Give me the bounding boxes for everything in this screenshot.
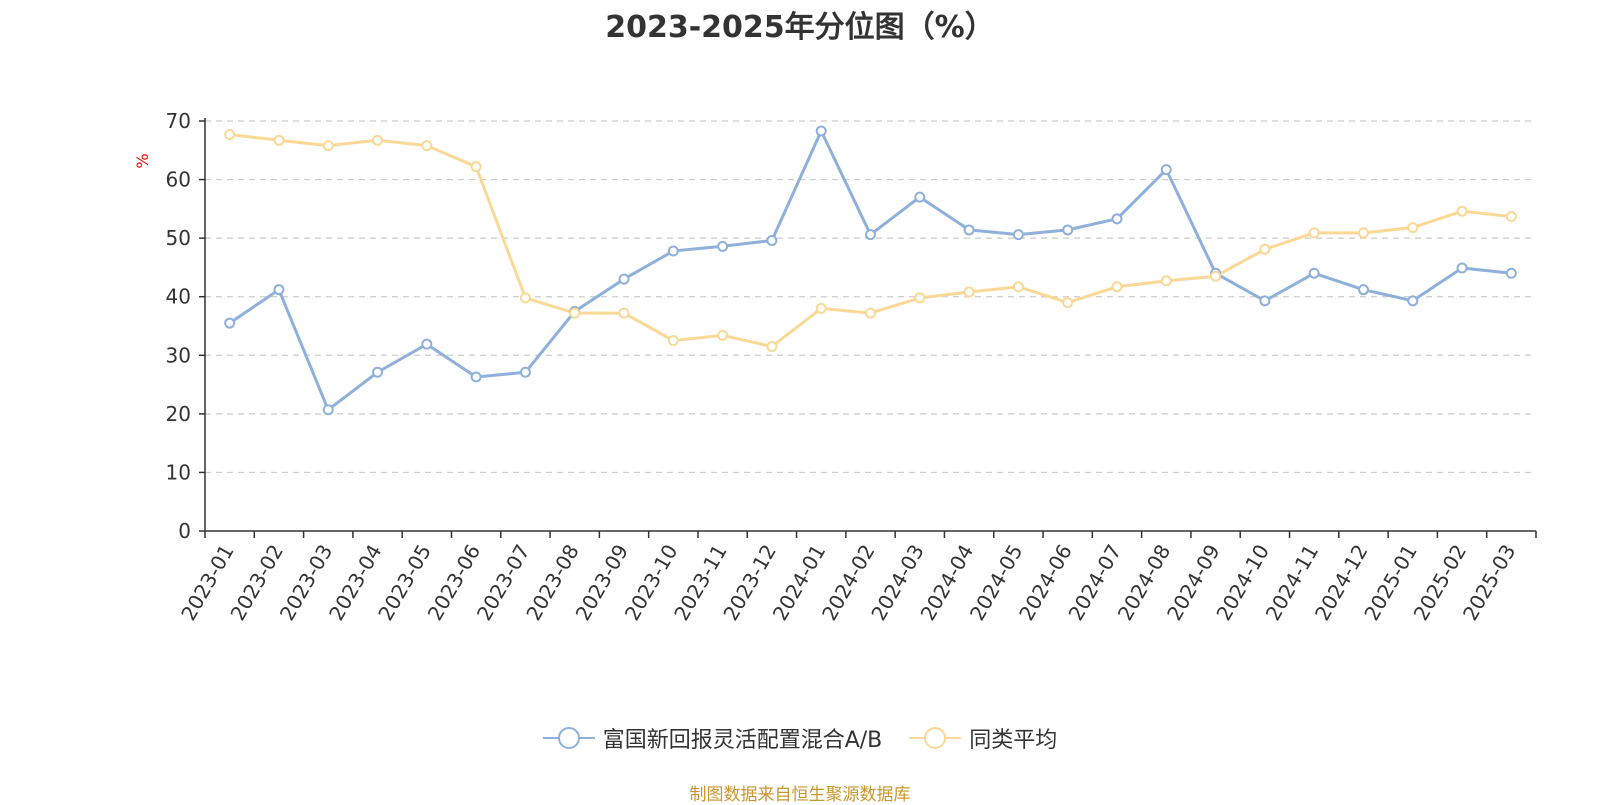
data-source-note: 制图数据来自恒生聚源数据库: [689, 785, 911, 805]
legend-label-fund: 富国新回报灵活配置混合A/B: [602, 728, 883, 753]
grid-lines: [205, 120, 1536, 474]
data-point-series-0: [618, 273, 630, 285]
data-point-series-1: [1160, 275, 1172, 287]
series-lines: [224, 125, 1517, 416]
data-point-series-1: [1456, 205, 1468, 217]
data-point-series-0: [1259, 295, 1271, 307]
y-tick-label: 50: [166, 226, 191, 250]
data-point-series-0: [1062, 224, 1074, 236]
data-point-series-0: [1456, 262, 1468, 274]
data-point-series-0: [519, 366, 531, 378]
data-point-series-1: [372, 134, 384, 146]
data-point-series-0: [667, 245, 679, 257]
y-tick-label: 30: [166, 343, 191, 367]
y-tick-label: 20: [166, 402, 191, 426]
data-point-series-0: [470, 371, 482, 383]
data-point-series-1: [1505, 210, 1517, 222]
legend-marker-average-icon: [909, 727, 962, 749]
data-point-series-0: [963, 224, 975, 236]
axes: [199, 118, 1537, 538]
data-point-series-1: [1308, 227, 1320, 239]
y-tick-label: 70: [166, 109, 191, 133]
data-point-series-0: [1012, 229, 1024, 241]
chart-title: 2023-2025年分位图（%）: [605, 10, 995, 45]
data-point-series-1: [963, 286, 975, 298]
y-axis-title: %: [133, 153, 152, 168]
data-point-series-1: [667, 335, 679, 347]
legend-item-average[interactable]: 同类平均: [909, 722, 1057, 754]
axis-labels: 010203040506070%2023-012023-022023-03202…: [133, 109, 1520, 625]
data-point-series-1: [569, 307, 581, 319]
data-point-series-0: [322, 404, 334, 416]
data-point-series-1: [322, 140, 334, 152]
data-point-series-1: [766, 341, 778, 352]
data-point-series-1: [1357, 227, 1369, 239]
series-line-0: [228, 129, 1512, 412]
data-point-series-1: [865, 307, 876, 319]
data-point-series-0: [372, 366, 384, 378]
data-point-series-1: [717, 329, 729, 341]
data-point-series-1: [470, 161, 482, 173]
y-tick-label: 0: [178, 519, 191, 543]
legend-label-average: 同类平均: [969, 728, 1058, 753]
data-point-series-0: [914, 191, 926, 203]
legend: 富国新回报灵活配置混合A/B 同类平均: [0, 722, 1600, 754]
data-point-series-1: [1210, 270, 1222, 282]
data-point-series-0: [1160, 164, 1172, 176]
data-point-series-1: [1259, 243, 1271, 255]
data-point-series-1: [421, 140, 433, 152]
data-point-series-1: [273, 134, 285, 146]
y-tick-label: 40: [166, 285, 191, 309]
legend-item-fund[interactable]: 富国新回报灵活配置混合A/B: [542, 722, 883, 754]
data-point-series-1: [815, 302, 827, 314]
y-tick-label: 60: [166, 168, 191, 192]
data-point-series-0: [1505, 267, 1517, 279]
data-point-series-0: [865, 229, 876, 241]
data-point-series-1: [224, 128, 236, 140]
data-point-series-1: [1012, 281, 1024, 293]
data-point-series-1: [1407, 222, 1419, 234]
data-point-series-0: [815, 125, 827, 137]
data-point-series-0: [1407, 295, 1419, 307]
data-point-series-1: [1111, 281, 1123, 293]
legend-marker-fund-icon: [542, 727, 595, 749]
data-point-series-1: [1062, 297, 1074, 309]
data-point-series-0: [717, 240, 729, 252]
data-point-series-1: [914, 292, 926, 304]
data-point-series-0: [1357, 284, 1369, 296]
data-point-series-0: [224, 317, 236, 329]
data-point-series-1: [618, 307, 630, 319]
y-tick-label: 10: [166, 460, 191, 484]
data-point-series-0: [1111, 213, 1123, 225]
data-point-series-0: [273, 284, 285, 296]
data-point-series-0: [421, 338, 433, 350]
data-point-series-1: [519, 292, 531, 304]
data-point-series-0: [1308, 267, 1320, 279]
data-point-series-0: [766, 234, 778, 246]
